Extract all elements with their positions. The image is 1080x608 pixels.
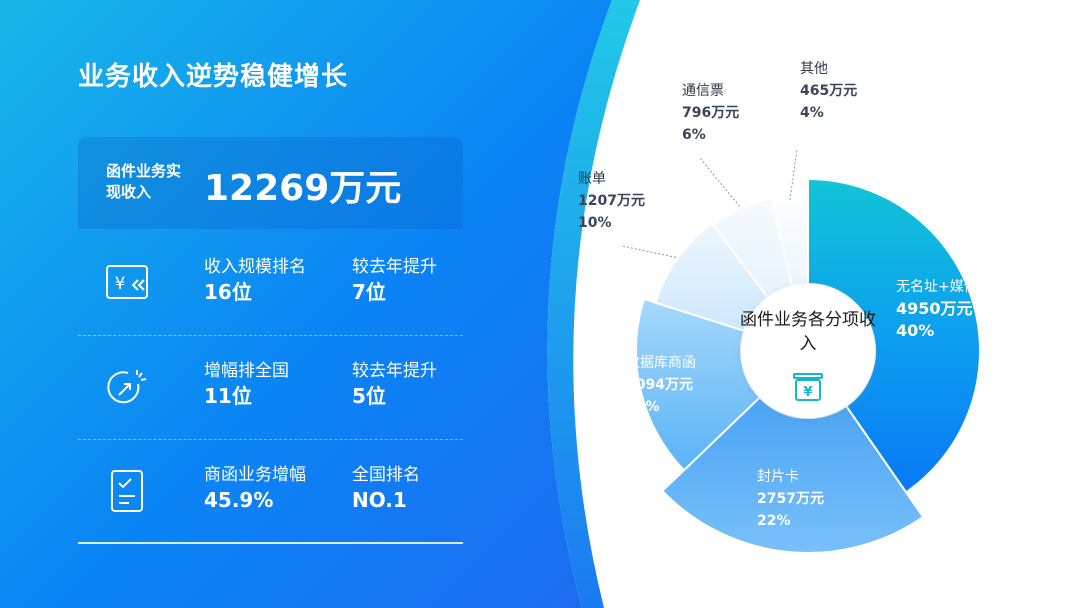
total-income-label: 函件业务实现收入	[106, 162, 182, 201]
stat-row-growth: 增幅排全国 11位 较去年提升 5位	[78, 336, 463, 440]
slice-label-5: 其他 465万元 4%	[800, 61, 858, 121]
growth-rank-label: 增幅排全国	[204, 361, 289, 381]
svg-text:¥: ¥	[803, 385, 812, 400]
total-income-box: 函件业务实现收入 12269万元	[78, 137, 463, 229]
panel-edge-accent	[547, 0, 640, 608]
slice-label-3: 账单 1207万元 10%	[578, 171, 645, 231]
leader-line-4	[699, 157, 740, 207]
growth-improve-value: 5位	[352, 384, 386, 408]
growth-rank-value: 11位	[204, 384, 252, 408]
commercial-growth-value: 45.9%	[204, 488, 274, 512]
blue-panel	[0, 0, 612, 608]
rank-label: 收入规模排名	[204, 257, 306, 277]
growth-improve-label: 较去年提升	[352, 361, 437, 381]
donut-center-disc	[741, 284, 875, 418]
slice-label-1: 封片卡 2757万元 22%	[757, 469, 824, 529]
checklist-icon	[111, 470, 143, 512]
rank-improve-value: 7位	[352, 280, 386, 304]
rank-improve-label: 较去年提升	[352, 257, 437, 277]
commercial-growth-label: 商函业务增幅	[204, 465, 306, 485]
donut-center-title: 函件业务各分项收入	[740, 310, 876, 354]
page-title: 业务收入逆势稳健增长	[78, 62, 349, 92]
national-rank-label: 全国排名	[352, 465, 420, 485]
slice-label-0: 无名址+媒体 4950万元 40%	[896, 279, 978, 340]
national-rank-value: NO.1	[352, 488, 407, 512]
slice-label-4: 通信票 796万元 6%	[682, 83, 740, 143]
bottom-rule	[78, 542, 463, 544]
money-box-icon: ¥	[793, 373, 823, 401]
rank-value: 16位	[204, 280, 252, 304]
stat-row-ranking: ¥ 收入规模排名 16位 较去年提升 7位	[78, 232, 463, 336]
total-income-value: 12269万元	[204, 168, 402, 209]
yen-card-icon: ¥	[106, 265, 148, 299]
slice-label-2: 数据库商函 2094万元 17%	[626, 355, 696, 415]
leader-line-3	[621, 245, 676, 258]
leader-line-5	[789, 149, 798, 201]
stat-row-commercial: 商函业务增幅 45.9% 全国排名 NO.1	[78, 440, 463, 544]
row-divider	[78, 335, 463, 336]
row-divider	[78, 439, 463, 440]
growth-timer-icon	[107, 370, 147, 404]
svg-text:¥: ¥	[115, 274, 126, 294]
